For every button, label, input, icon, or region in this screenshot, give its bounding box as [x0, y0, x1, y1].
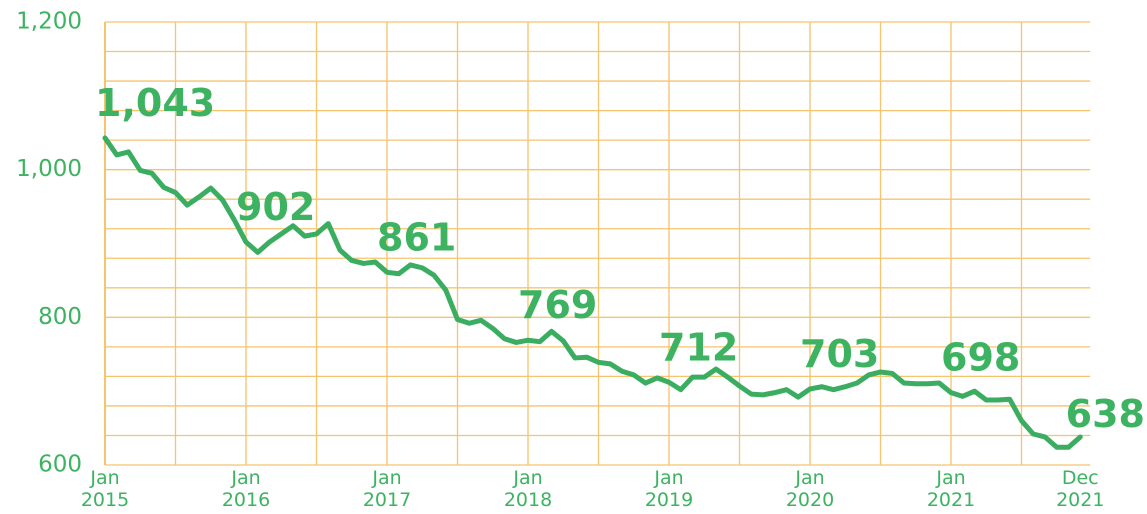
value-label: 703: [800, 332, 879, 376]
x-tick-label: Dec 2021: [1056, 467, 1105, 511]
x-tick-label: Jan 2016: [221, 467, 271, 511]
y-tick-label: 600: [38, 452, 82, 478]
value-label: 638: [1066, 392, 1145, 436]
x-tick-label: Jan 2015: [80, 467, 130, 511]
x-tick-label: Jan 2021: [926, 467, 976, 511]
y-tick-label: 1,000: [16, 156, 82, 182]
value-label: 769: [518, 283, 597, 327]
data-line: [102, 135, 1083, 450]
x-tick-label: Jan 2020: [785, 467, 835, 511]
y-tick-label: 1,200: [16, 9, 82, 35]
value-label: 712: [659, 325, 738, 369]
x-tick-label: Jan 2017: [362, 467, 412, 511]
value-label: 698: [941, 336, 1020, 380]
x-tick-label: Jan 2019: [644, 467, 694, 511]
value-label: 861: [377, 215, 456, 259]
value-label: 1,043: [95, 81, 215, 125]
y-tick-label: 800: [38, 304, 82, 330]
value-label: 902: [236, 185, 315, 229]
x-tick-label: Jan 2018: [503, 467, 553, 511]
